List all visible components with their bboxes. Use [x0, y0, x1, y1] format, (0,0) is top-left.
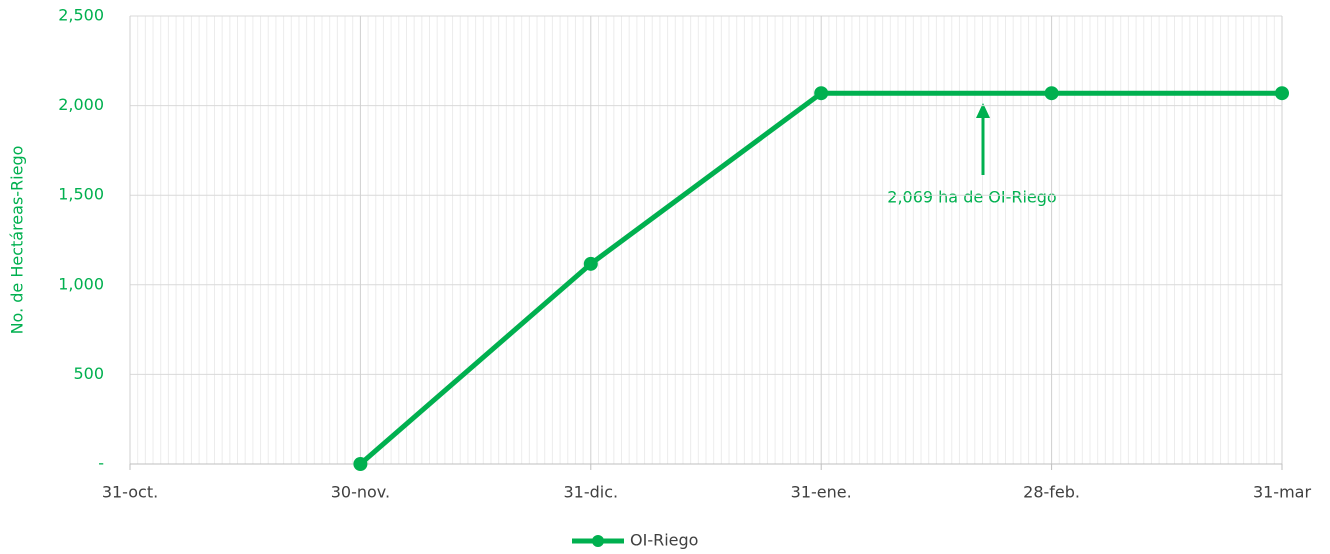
y-tick-label: 1,500 — [58, 185, 104, 204]
y-axis-title: No. de Hectáreas-Riego — [8, 146, 27, 335]
annotation: 2,069 ha de OI-Riego — [887, 188, 1056, 207]
x-tick-label: 31-oct. — [102, 483, 158, 502]
minor-grid — [137, 16, 1275, 464]
x-tick-label: 30-nov. — [331, 483, 390, 502]
point — [353, 457, 368, 471]
x-tick-label: 31-mar — [1253, 483, 1312, 502]
x-tick-label: 31-dic. — [563, 483, 618, 502]
y-tick-label: 2,500 — [58, 6, 104, 25]
point — [814, 86, 829, 101]
y-tick-label: 1,000 — [58, 274, 104, 293]
point — [1044, 86, 1059, 101]
y-tick-label: 2,000 — [58, 95, 104, 114]
point — [1275, 86, 1289, 101]
x-tick-label: 28-feb. — [1023, 483, 1080, 502]
legend-label: OI-Riego — [630, 531, 698, 550]
y-tick-label: 500 — [73, 364, 104, 383]
x-tick-label: 31-ene. — [791, 483, 852, 502]
annotation-arrowhead — [976, 103, 990, 118]
legend-marker — [592, 535, 604, 547]
point — [583, 256, 598, 271]
y-tick-label: - — [98, 454, 104, 473]
